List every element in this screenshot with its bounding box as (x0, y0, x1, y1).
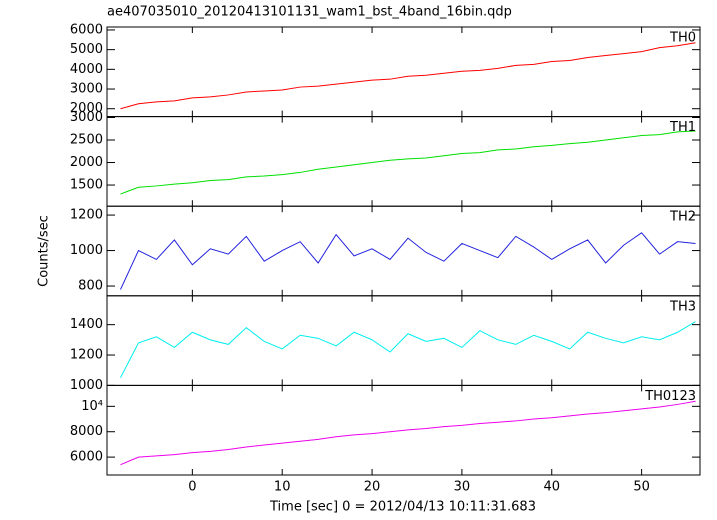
data-line (120, 130, 696, 195)
x-tick-label: 20 (364, 480, 381, 495)
y-tick-label: 3000 (70, 110, 103, 125)
data-line (120, 42, 696, 110)
x-tick-label: 30 (454, 480, 471, 495)
y-tick-label: 1200 (70, 348, 103, 363)
y-tick-label: 8000 (70, 424, 103, 439)
y-tick-label: 2000 (70, 101, 103, 116)
data-line (120, 232, 696, 290)
y-tick-label: 1500 (70, 178, 103, 193)
x-axis-label: Time [sec] 0 = 2012/04/13 10:11:31.683 (269, 500, 536, 515)
y-tick-label: 10⁴ (81, 399, 103, 414)
series-label: TH0123 (644, 389, 696, 404)
x-tick-label: 10 (274, 480, 291, 495)
panel-frame (106, 384, 701, 476)
y-tick-label: 3000 (70, 82, 103, 97)
y-tick-label: 1000 (70, 378, 103, 393)
panel-frame (106, 205, 701, 297)
data-line (120, 400, 696, 466)
series-label: TH2 (669, 210, 696, 225)
panel-frame (106, 116, 701, 207)
y-tick-label: 800 (78, 279, 103, 294)
y-tick-label: 4000 (70, 62, 103, 77)
x-tick-label: 40 (543, 480, 560, 495)
series-label: TH3 (669, 299, 696, 314)
x-tick-label: 0 (188, 480, 196, 495)
data-line (120, 321, 696, 379)
panel-frame (106, 295, 701, 386)
y-tick-label: 5000 (70, 42, 103, 57)
y-tick-label: 6000 (70, 450, 103, 465)
series-label: TH0 (669, 31, 696, 46)
y-tick-label: 1200 (70, 208, 103, 223)
y-tick-label: 2000 (70, 155, 103, 170)
series-label: TH1 (669, 120, 696, 135)
y-tick-label: 2500 (70, 133, 103, 148)
panel-frame (106, 26, 701, 118)
y-tick-label: 1000 (70, 243, 103, 258)
chart-title: ae407035010_20120413101131_wam1_bst_4ban… (107, 5, 512, 20)
x-tick-label: 50 (633, 480, 650, 495)
y-tick-label: 1400 (70, 317, 103, 332)
y-axis-label: Counts/sec (37, 215, 52, 287)
y-tick-label: 6000 (70, 22, 103, 37)
